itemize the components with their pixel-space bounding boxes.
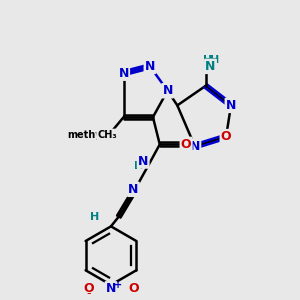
Text: O: O <box>221 130 231 143</box>
Text: N: N <box>138 154 148 167</box>
Text: methyl: methyl <box>67 130 105 140</box>
Text: N: N <box>118 67 129 80</box>
Text: N: N <box>226 99 236 112</box>
Text: H: H <box>210 55 219 64</box>
Text: +: + <box>114 280 122 290</box>
Text: N: N <box>205 60 216 73</box>
Text: N: N <box>190 140 200 153</box>
Text: O: O <box>181 138 191 151</box>
Text: N: N <box>128 183 139 196</box>
Text: H: H <box>90 212 99 222</box>
Text: N: N <box>145 60 155 73</box>
Text: N: N <box>162 84 173 97</box>
Text: O: O <box>128 282 139 295</box>
Text: O: O <box>83 282 94 295</box>
Text: H: H <box>203 55 212 64</box>
Text: H: H <box>134 161 143 171</box>
Text: N: N <box>106 282 116 295</box>
Text: CH₃: CH₃ <box>97 130 117 140</box>
Text: -: - <box>86 287 91 300</box>
